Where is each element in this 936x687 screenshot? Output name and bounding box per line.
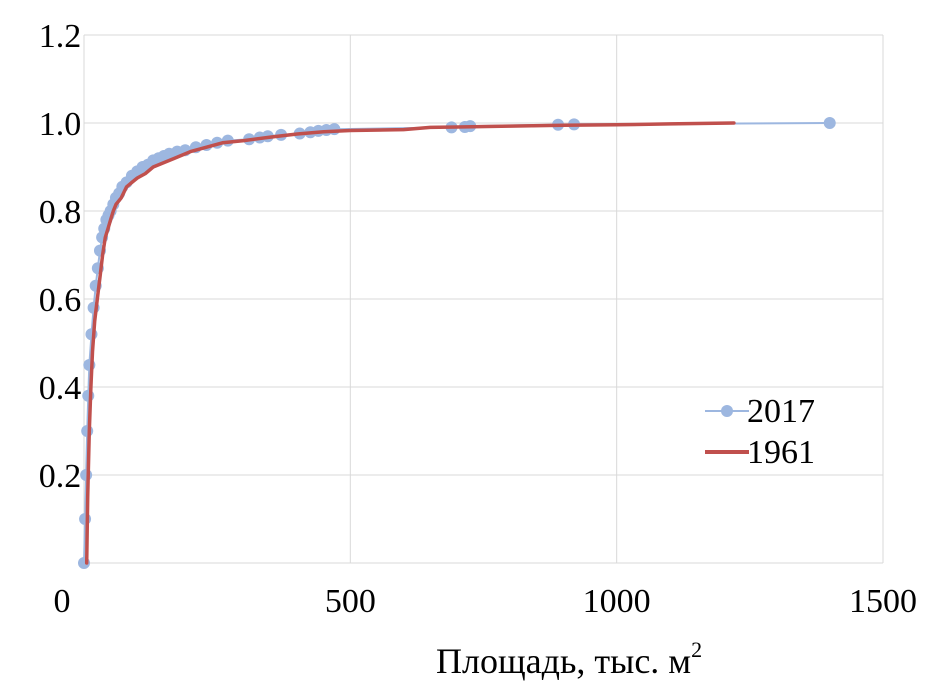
x-axis-title-text: Площадь, тыс. м [436,641,691,681]
series-2017 [78,117,836,569]
legend-label-1961: 1961 [747,434,815,471]
data-point [328,123,341,136]
x-tick-label: 0 [54,583,71,620]
y-tick-label: 1.0 [39,106,82,143]
y-tick-label: 1.2 [39,18,82,55]
x-tick-label: 1000 [583,583,651,620]
y-tick-label: 0.6 [39,282,82,319]
x-axis-ticks: 0 500 1000 1500 [54,583,918,620]
series-layer [78,117,836,569]
data-point [80,469,93,481]
data-point [81,425,94,437]
legend-marker-2017 [721,405,733,417]
grid [83,34,884,564]
x-axis-title: Площадь, тыс. м2 [436,637,702,681]
series-1961 [84,121,736,565]
legend: 2017 1961 [705,393,815,471]
y-axis-ticks: 0.2 0.4 0.6 0.8 1.0 1.2 [39,18,82,495]
x-tick-label: 500 [325,583,376,620]
legend-label-2017: 2017 [747,393,815,430]
y-tick-label: 0.4 [39,370,82,407]
x-axis-title-superscript: 2 [691,637,702,662]
x-tick-label: 1500 [849,583,917,620]
series-line-2017 [83,122,831,564]
y-tick-label: 0.2 [39,458,82,495]
series-line-1961 [84,121,736,565]
data-point [79,513,92,525]
data-point [823,117,836,129]
y-tick-label: 0.8 [39,194,82,231]
